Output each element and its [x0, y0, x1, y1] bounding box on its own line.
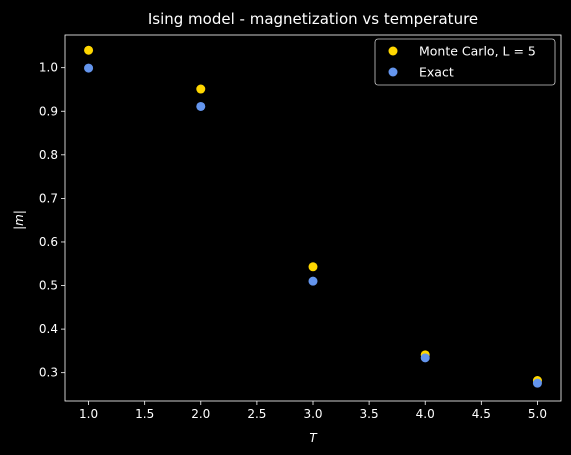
- x-tick-label: 3.0: [303, 407, 322, 421]
- data-point-series-1: [84, 45, 94, 55]
- x-tick-label: 1.5: [135, 407, 154, 421]
- y-tick-label: 0.7: [39, 191, 58, 205]
- y-tick-label: 0.3: [39, 366, 58, 380]
- data-point-series-1: [196, 84, 206, 94]
- data-point-series-2: [308, 276, 318, 286]
- data-point-series-1: [308, 262, 318, 272]
- y-tick-label: 0.8: [39, 148, 58, 162]
- legend-label: Monte Carlo, L = 5: [419, 44, 536, 59]
- y-tick-label: 0.9: [39, 104, 58, 118]
- y-tick-label: 1.0: [39, 61, 58, 75]
- x-tick-label: 2.0: [191, 407, 210, 421]
- x-tick-label: 4.5: [472, 407, 491, 421]
- y-tick-label: 0.5: [39, 279, 58, 293]
- data-point-series-2: [84, 63, 94, 73]
- data-point-series-2: [196, 101, 206, 111]
- x-tick-label: 3.5: [360, 407, 379, 421]
- plot-area: 1.0 1.5 2.0 2.5 3.0 3.5 4.0 4.5 5.0 0.3 0.4 0.5 0.6 0…: [39, 34, 562, 421]
- legend-marker: [388, 67, 398, 77]
- chart-title: Ising model - magnetization vs temperatu…: [148, 10, 478, 28]
- y-tick-label: 0.6: [39, 235, 58, 249]
- legend-box: [374, 38, 556, 86]
- legend-label: Exact: [419, 65, 454, 80]
- data-point-series-2: [532, 378, 542, 388]
- data-point-series-2: [420, 353, 430, 363]
- x-axis-label: T: [309, 431, 318, 445]
- x-tick-label: 5.0: [528, 407, 547, 421]
- legend-marker: [388, 46, 398, 56]
- y-tick-label: 0.4: [39, 322, 58, 336]
- y-axis-label: |m|: [12, 210, 26, 230]
- legend: Monte Carlo, L = 5 Exact: [374, 38, 556, 86]
- x-tick-label: 1.0: [79, 407, 98, 421]
- x-tick-label: 2.5: [247, 407, 266, 421]
- x-tick-label: 4.0: [416, 407, 435, 421]
